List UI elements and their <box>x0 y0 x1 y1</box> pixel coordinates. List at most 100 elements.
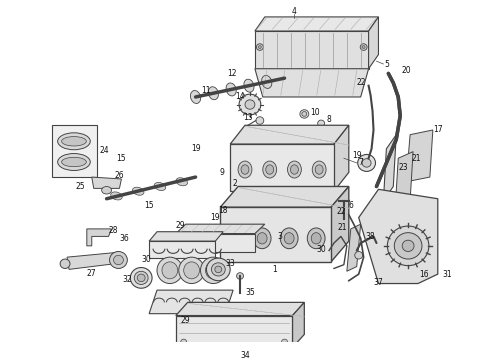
Ellipse shape <box>137 274 145 282</box>
Ellipse shape <box>191 90 201 103</box>
Text: 34: 34 <box>240 351 250 360</box>
Ellipse shape <box>358 154 375 171</box>
Ellipse shape <box>130 267 152 288</box>
Text: 20: 20 <box>401 66 411 75</box>
Ellipse shape <box>402 240 414 252</box>
Ellipse shape <box>362 46 365 49</box>
Polygon shape <box>220 207 331 262</box>
Text: 21: 21 <box>337 222 346 231</box>
Polygon shape <box>149 241 215 258</box>
Polygon shape <box>406 130 433 182</box>
Polygon shape <box>347 224 361 271</box>
Polygon shape <box>149 290 233 314</box>
Text: 27: 27 <box>87 269 97 278</box>
Polygon shape <box>176 316 293 348</box>
Ellipse shape <box>111 192 122 200</box>
Polygon shape <box>255 69 368 97</box>
Ellipse shape <box>226 228 244 249</box>
Text: 24: 24 <box>100 146 109 155</box>
Ellipse shape <box>200 257 226 284</box>
Ellipse shape <box>360 44 367 50</box>
Ellipse shape <box>253 228 271 249</box>
Text: 30: 30 <box>141 255 151 264</box>
Text: 11: 11 <box>201 86 210 95</box>
Ellipse shape <box>307 228 325 249</box>
Text: 28: 28 <box>109 226 118 235</box>
Text: 38: 38 <box>366 232 375 241</box>
Polygon shape <box>383 135 396 201</box>
Ellipse shape <box>110 252 127 269</box>
Ellipse shape <box>312 161 326 178</box>
Text: 12: 12 <box>227 69 237 78</box>
Polygon shape <box>255 31 368 69</box>
Polygon shape <box>359 189 438 284</box>
Polygon shape <box>395 152 413 207</box>
Ellipse shape <box>258 46 261 49</box>
Ellipse shape <box>291 165 298 174</box>
Ellipse shape <box>256 117 264 124</box>
Text: 19: 19 <box>211 213 220 222</box>
Ellipse shape <box>300 110 309 118</box>
Polygon shape <box>331 186 349 262</box>
Text: 14: 14 <box>235 93 245 102</box>
Text: 30: 30 <box>316 245 326 254</box>
Ellipse shape <box>132 187 144 195</box>
Text: 5: 5 <box>384 59 389 68</box>
Text: 3: 3 <box>277 232 282 241</box>
Ellipse shape <box>211 263 225 276</box>
Ellipse shape <box>263 161 277 178</box>
Ellipse shape <box>244 79 254 92</box>
Ellipse shape <box>315 165 323 174</box>
Polygon shape <box>220 186 349 207</box>
Text: 15: 15 <box>117 154 126 163</box>
Ellipse shape <box>268 204 280 220</box>
Ellipse shape <box>179 257 204 284</box>
Ellipse shape <box>310 204 322 220</box>
Ellipse shape <box>289 204 301 220</box>
Ellipse shape <box>362 159 371 167</box>
Ellipse shape <box>184 262 199 279</box>
Polygon shape <box>67 252 117 269</box>
Ellipse shape <box>114 255 123 265</box>
Text: 1: 1 <box>272 265 277 274</box>
Bar <box>52 125 97 177</box>
Text: 6: 6 <box>348 201 353 210</box>
Text: 31: 31 <box>443 270 452 279</box>
Text: 7: 7 <box>358 158 363 167</box>
Text: 19: 19 <box>191 144 200 153</box>
Ellipse shape <box>62 136 86 146</box>
Ellipse shape <box>157 257 183 284</box>
Ellipse shape <box>238 161 252 178</box>
Ellipse shape <box>101 186 112 194</box>
Polygon shape <box>368 17 378 69</box>
Ellipse shape <box>134 271 148 284</box>
Text: 8: 8 <box>327 115 331 124</box>
Text: 13: 13 <box>243 113 253 122</box>
Ellipse shape <box>62 157 86 167</box>
Ellipse shape <box>58 133 90 150</box>
Polygon shape <box>293 302 304 348</box>
Ellipse shape <box>256 44 263 50</box>
Ellipse shape <box>245 100 255 109</box>
Ellipse shape <box>58 153 90 171</box>
Ellipse shape <box>205 262 221 279</box>
Ellipse shape <box>280 228 298 249</box>
Text: 35: 35 <box>245 288 255 297</box>
Ellipse shape <box>154 183 166 190</box>
Text: 17: 17 <box>433 126 442 135</box>
Text: 4: 4 <box>292 7 297 16</box>
Ellipse shape <box>237 273 244 279</box>
Ellipse shape <box>355 252 363 259</box>
Polygon shape <box>334 125 349 191</box>
Text: 25: 25 <box>75 182 85 191</box>
Ellipse shape <box>311 233 321 244</box>
Text: 22: 22 <box>357 78 367 87</box>
Ellipse shape <box>284 233 294 244</box>
Ellipse shape <box>208 87 219 100</box>
Ellipse shape <box>215 266 222 273</box>
Text: 16: 16 <box>419 270 429 279</box>
Ellipse shape <box>162 262 178 279</box>
Polygon shape <box>235 196 334 229</box>
Polygon shape <box>230 144 334 191</box>
Text: 18: 18 <box>219 206 228 215</box>
